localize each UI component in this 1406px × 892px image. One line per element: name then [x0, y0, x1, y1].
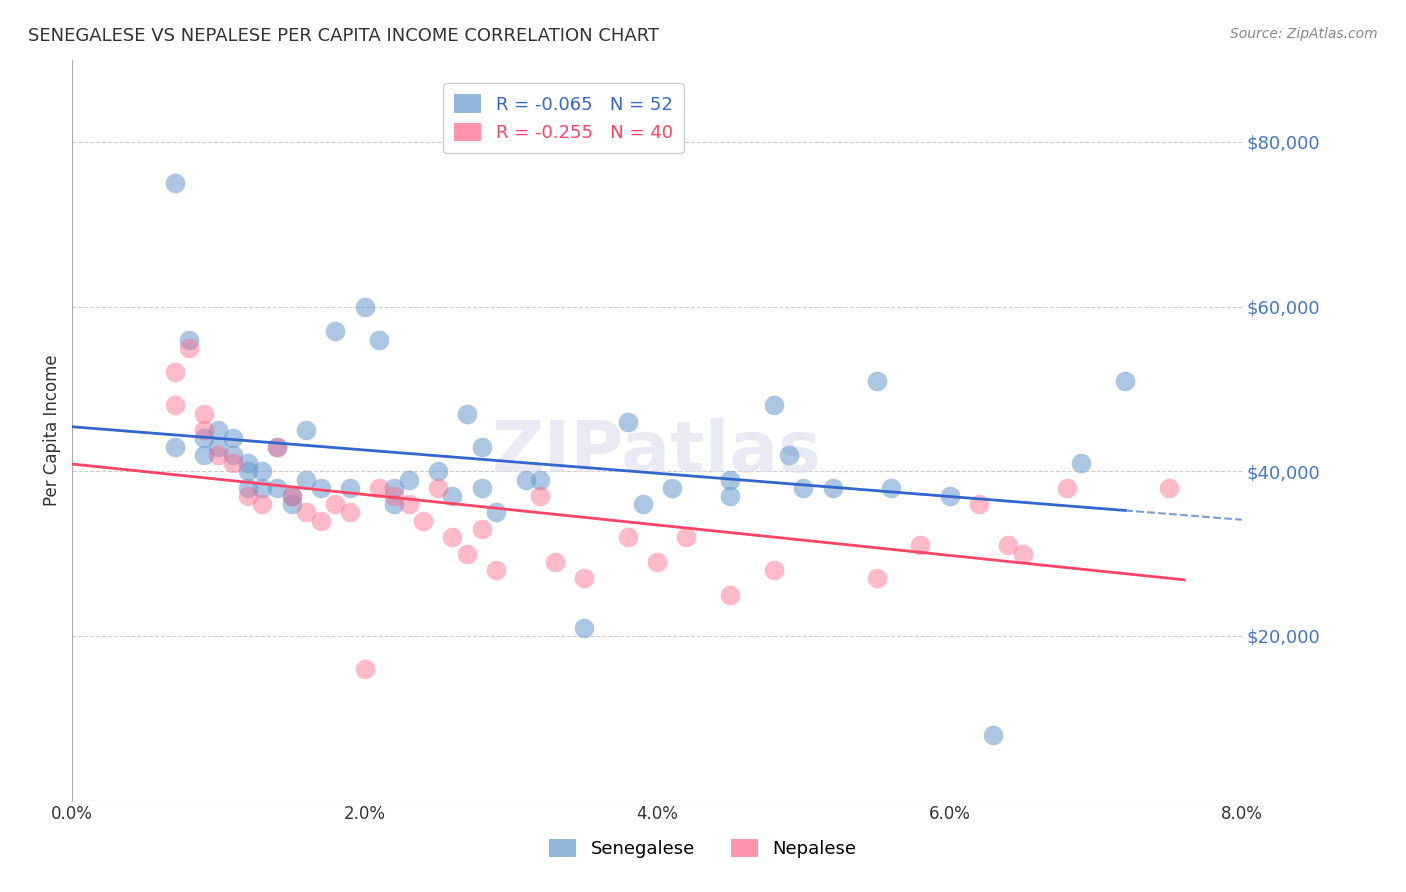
- Point: [222, 456, 245, 470]
- Point: [163, 398, 186, 412]
- Point: [792, 481, 814, 495]
- Point: [309, 481, 332, 495]
- Point: [718, 489, 741, 503]
- Point: [1157, 481, 1180, 495]
- Point: [309, 514, 332, 528]
- Point: [193, 431, 215, 445]
- Point: [382, 497, 405, 511]
- Point: [412, 514, 434, 528]
- Point: [236, 464, 259, 478]
- Point: [179, 341, 201, 355]
- Point: [207, 423, 229, 437]
- Point: [252, 464, 274, 478]
- Point: [252, 481, 274, 495]
- Point: [236, 489, 259, 503]
- Point: [1011, 547, 1033, 561]
- Point: [252, 497, 274, 511]
- Point: [456, 407, 478, 421]
- Point: [544, 555, 567, 569]
- Point: [631, 497, 654, 511]
- Point: [236, 481, 259, 495]
- Point: [471, 481, 494, 495]
- Point: [426, 464, 449, 478]
- Point: [325, 497, 347, 511]
- Point: [382, 489, 405, 503]
- Point: [368, 481, 391, 495]
- Point: [193, 423, 215, 437]
- Legend: R = -0.065   N = 52, R = -0.255   N = 40: R = -0.065 N = 52, R = -0.255 N = 40: [443, 84, 683, 153]
- Point: [398, 497, 420, 511]
- Point: [718, 588, 741, 602]
- Point: [865, 374, 887, 388]
- Point: [572, 621, 595, 635]
- Text: ZIPatlas: ZIPatlas: [492, 417, 823, 487]
- Point: [967, 497, 990, 511]
- Point: [280, 497, 302, 511]
- Point: [193, 407, 215, 421]
- Text: SENEGALESE VS NEPALESE PER CAPITA INCOME CORRELATION CHART: SENEGALESE VS NEPALESE PER CAPITA INCOME…: [28, 27, 659, 45]
- Point: [617, 530, 640, 544]
- Point: [572, 571, 595, 585]
- Point: [295, 423, 318, 437]
- Point: [471, 522, 494, 536]
- Point: [661, 481, 683, 495]
- Point: [1056, 481, 1078, 495]
- Point: [163, 440, 186, 454]
- Point: [353, 300, 375, 314]
- Point: [529, 489, 551, 503]
- Point: [222, 431, 245, 445]
- Point: [382, 481, 405, 495]
- Point: [821, 481, 844, 495]
- Point: [207, 440, 229, 454]
- Point: [266, 440, 288, 454]
- Point: [441, 530, 464, 544]
- Point: [163, 366, 186, 380]
- Text: Source: ZipAtlas.com: Source: ZipAtlas.com: [1230, 27, 1378, 41]
- Point: [515, 473, 537, 487]
- Point: [266, 481, 288, 495]
- Point: [938, 489, 960, 503]
- Point: [236, 456, 259, 470]
- Point: [353, 662, 375, 676]
- Point: [529, 473, 551, 487]
- Point: [983, 728, 1005, 742]
- Point: [179, 333, 201, 347]
- Legend: Senegalese, Nepalese: Senegalese, Nepalese: [543, 831, 863, 865]
- Point: [485, 563, 508, 577]
- Point: [280, 489, 302, 503]
- Point: [471, 440, 494, 454]
- Point: [398, 473, 420, 487]
- Point: [880, 481, 903, 495]
- Point: [763, 563, 786, 577]
- Point: [193, 448, 215, 462]
- Point: [718, 473, 741, 487]
- Point: [222, 448, 245, 462]
- Point: [163, 176, 186, 190]
- Point: [295, 505, 318, 519]
- Point: [339, 481, 361, 495]
- Point: [339, 505, 361, 519]
- Point: [266, 440, 288, 454]
- Point: [456, 547, 478, 561]
- Point: [865, 571, 887, 585]
- Point: [325, 324, 347, 338]
- Y-axis label: Per Capita Income: Per Capita Income: [44, 354, 60, 506]
- Point: [441, 489, 464, 503]
- Point: [997, 538, 1019, 552]
- Point: [485, 505, 508, 519]
- Point: [207, 448, 229, 462]
- Point: [617, 415, 640, 429]
- Point: [1070, 456, 1092, 470]
- Point: [1114, 374, 1136, 388]
- Point: [645, 555, 668, 569]
- Point: [368, 333, 391, 347]
- Point: [295, 473, 318, 487]
- Point: [778, 448, 800, 462]
- Point: [280, 489, 302, 503]
- Point: [675, 530, 697, 544]
- Point: [763, 398, 786, 412]
- Point: [910, 538, 932, 552]
- Point: [426, 481, 449, 495]
